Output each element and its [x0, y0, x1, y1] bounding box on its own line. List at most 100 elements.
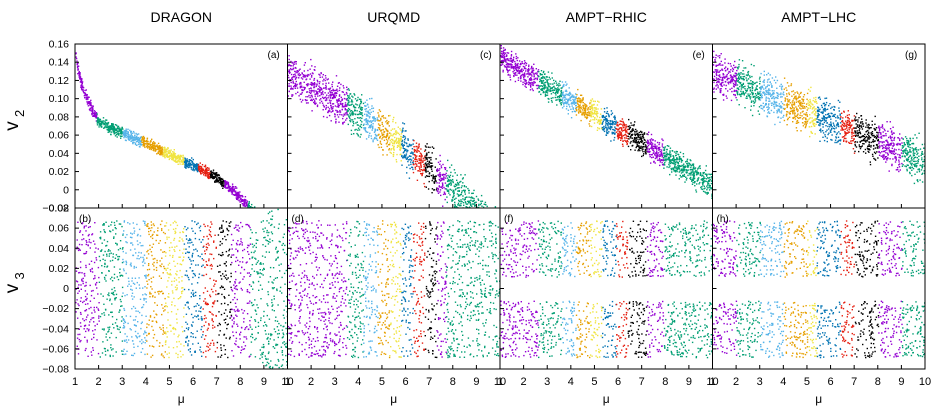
data-point	[323, 328, 325, 330]
data-point	[197, 318, 200, 320]
band-4	[377, 109, 391, 156]
data-point	[243, 202, 245, 204]
data-point	[176, 341, 178, 343]
data-point	[460, 193, 462, 195]
data-point	[201, 253, 203, 255]
data-point	[79, 261, 82, 263]
data-point	[443, 177, 445, 179]
data-point	[298, 69, 300, 71]
data-point	[365, 123, 367, 126]
data-point	[85, 89, 87, 91]
data-point	[185, 341, 187, 343]
data-point	[329, 287, 331, 289]
data-point	[169, 152, 171, 154]
data-point	[324, 354, 326, 356]
data-point	[251, 231, 253, 234]
data-point	[236, 323, 238, 325]
data-point	[83, 273, 85, 275]
data-point	[178, 340, 180, 343]
data-point	[174, 246, 176, 248]
data-point	[161, 353, 163, 355]
data-point	[428, 180, 430, 183]
data-point	[86, 94, 88, 96]
data-point	[322, 93, 324, 96]
data-point	[382, 115, 384, 117]
data-point	[484, 203, 487, 206]
data-point	[87, 235, 90, 237]
data-point	[94, 329, 96, 331]
data-point	[160, 249, 162, 251]
data-point	[206, 172, 209, 174]
data-point	[215, 246, 217, 249]
data-point	[110, 252, 112, 254]
data-point	[197, 222, 199, 224]
data-point	[339, 321, 342, 324]
data-point	[401, 155, 403, 158]
data-point	[271, 223, 273, 226]
data-point	[360, 100, 363, 103]
data-point	[277, 336, 279, 339]
data-point	[126, 341, 128, 344]
data-point	[235, 260, 237, 263]
data-point	[333, 95, 335, 97]
data-point	[239, 195, 242, 197]
data-point	[314, 102, 316, 105]
data-point	[179, 256, 181, 258]
data-point	[119, 247, 121, 250]
data-point	[305, 99, 307, 102]
data-point	[437, 188, 440, 190]
data-point	[209, 264, 211, 267]
data-point	[149, 315, 152, 317]
data-point	[97, 352, 100, 355]
data-point	[158, 145, 160, 148]
data-point	[205, 243, 208, 246]
data-point	[81, 272, 83, 274]
data-point	[433, 181, 436, 183]
data-point	[395, 122, 397, 124]
data-point	[349, 120, 352, 123]
panel-frame	[287, 43, 501, 209]
data-point	[309, 83, 311, 86]
data-point	[78, 248, 80, 250]
data-point	[125, 339, 127, 341]
data-point	[199, 295, 201, 297]
data-point	[251, 203, 253, 206]
data-point	[170, 274, 172, 276]
data-point	[393, 146, 395, 148]
data-point	[200, 310, 202, 313]
data-point	[149, 244, 151, 247]
data-point	[96, 117, 99, 120]
data-point	[439, 172, 441, 174]
data-point	[148, 332, 150, 335]
data-point	[303, 76, 305, 78]
data-point	[247, 291, 249, 293]
data-point	[420, 154, 423, 156]
data-point	[446, 170, 448, 172]
data-point	[229, 187, 232, 190]
data-point	[388, 138, 390, 140]
data-point	[316, 224, 318, 226]
data-point	[86, 293, 88, 295]
data-point	[426, 156, 428, 159]
data-point	[317, 247, 319, 249]
data-point	[173, 297, 175, 300]
data-point	[322, 353, 325, 355]
data-point	[237, 325, 239, 327]
data-point	[328, 262, 331, 265]
data-point	[110, 133, 112, 136]
data-point	[312, 275, 314, 278]
data-point	[136, 240, 139, 242]
data-point	[251, 304, 254, 307]
data-point	[410, 163, 412, 166]
data-point	[387, 144, 390, 146]
data-point	[267, 333, 270, 335]
data-point	[446, 177, 449, 179]
data-point	[461, 191, 463, 194]
data-point	[145, 315, 147, 317]
data-point	[357, 135, 360, 137]
data-point	[94, 243, 96, 245]
data-point	[347, 123, 349, 126]
data-point	[227, 189, 230, 192]
data-point	[161, 257, 163, 259]
data-point	[454, 172, 456, 174]
